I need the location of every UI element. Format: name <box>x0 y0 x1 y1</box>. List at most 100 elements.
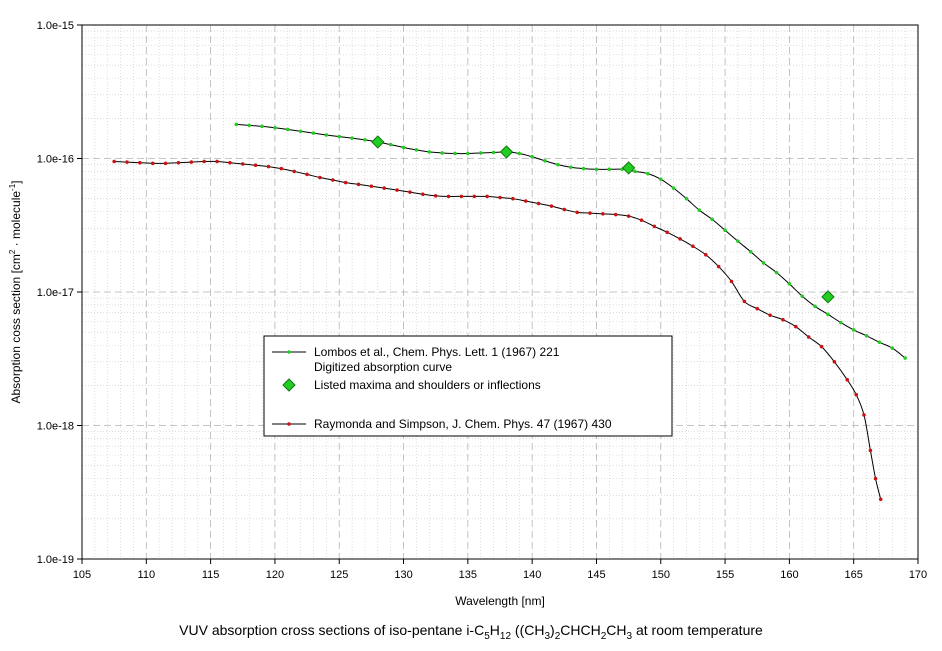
data-point <box>652 224 657 229</box>
data-point <box>491 150 496 155</box>
legend-sublabel-lombos: Digitized absorption curve <box>314 360 452 374</box>
data-point <box>697 208 702 213</box>
legend-label-lombos: Lombos et al., Chem. Phys. Lett. 1 (1967… <box>314 345 560 359</box>
data-point <box>485 194 489 199</box>
data-point <box>247 123 252 128</box>
data-point <box>536 201 541 206</box>
legend-marker-raymonda <box>287 422 291 426</box>
legend-marker-lombos <box>287 350 291 354</box>
data-point <box>478 151 483 155</box>
data-point <box>388 142 393 147</box>
data-point <box>890 346 895 350</box>
data-point <box>806 335 811 339</box>
data-point <box>813 304 817 309</box>
data-point <box>343 180 348 185</box>
data-point <box>253 163 258 168</box>
data-point <box>607 167 612 172</box>
data-point <box>530 154 535 159</box>
data-point <box>854 392 859 397</box>
data-point <box>285 127 290 132</box>
data-point <box>240 162 245 166</box>
data-point <box>305 172 309 177</box>
x-axis: 105 110 115 120 125 130 135 140 145 150 155 160 165 1… <box>73 559 927 581</box>
data-point <box>498 195 502 200</box>
data-point <box>330 178 335 182</box>
data-point <box>716 264 721 269</box>
data-point <box>453 151 457 156</box>
data-point <box>729 279 734 284</box>
x-axis-label: Wavelength [nm] <box>455 594 545 608</box>
data-point <box>703 252 708 257</box>
x-tick-label: 105 <box>73 569 91 581</box>
data-point <box>594 167 599 172</box>
data-point <box>202 159 207 164</box>
data-point <box>363 137 367 142</box>
data-point <box>279 166 284 171</box>
data-point <box>459 194 464 199</box>
data-point <box>311 131 316 135</box>
x-tick-label: 125 <box>330 569 348 581</box>
data-point <box>678 237 682 241</box>
data-point <box>581 166 586 171</box>
data-point <box>427 150 432 154</box>
data-point <box>420 192 425 197</box>
maxima-point <box>371 135 385 149</box>
data-point <box>176 160 181 165</box>
x-tick-label: 120 <box>266 569 284 581</box>
data-point <box>774 270 779 275</box>
data-point <box>138 160 142 165</box>
data-point <box>633 169 637 174</box>
data-point <box>446 194 451 199</box>
data-point <box>575 210 580 215</box>
y-tick-label: 1.0e-16 <box>37 154 74 166</box>
x-tick-label: 155 <box>716 569 734 581</box>
data-point <box>266 164 271 169</box>
x-tick-label: 140 <box>523 569 541 581</box>
data-point <box>665 230 670 235</box>
data-point <box>369 184 374 189</box>
x-tick-label: 165 <box>845 569 863 581</box>
data-point <box>543 159 547 163</box>
data-point <box>337 134 342 139</box>
data-point <box>408 190 412 194</box>
data-point <box>382 186 387 190</box>
data-point <box>517 151 522 156</box>
data-point <box>710 217 715 222</box>
data-point <box>671 186 676 190</box>
data-point <box>755 306 760 311</box>
data-point <box>868 448 873 453</box>
data-point <box>273 125 277 130</box>
data-point <box>260 124 264 129</box>
y-tick-label: 1.0e-17 <box>37 287 74 299</box>
legend-label-maxima: Listed maxima and shoulders or inflectio… <box>314 378 541 392</box>
x-tick-label: 150 <box>652 569 670 581</box>
data-point <box>723 228 727 233</box>
series-2 <box>112 159 883 502</box>
data-point <box>838 320 843 325</box>
data-point <box>851 328 856 332</box>
data-point <box>626 214 631 218</box>
y-axis: 1.0e-19 1.0e-18 1.0e-17 1.0e-16 1.0e-15 <box>37 20 82 566</box>
data-point <box>878 497 883 502</box>
x-tick-label: 170 <box>909 569 927 581</box>
data-point <box>562 207 567 212</box>
data-point <box>601 211 605 216</box>
data-point <box>401 145 406 150</box>
data-point <box>742 299 747 304</box>
data-point <box>873 476 878 481</box>
maxima-point <box>499 145 514 159</box>
legend: Lombos et al., Chem. Phys. Lett. 1 (1967… <box>263 335 673 437</box>
y-tick-label: 1.0e-15 <box>37 20 74 32</box>
data-point <box>613 212 618 217</box>
data-point <box>736 239 740 244</box>
data-point <box>793 324 798 329</box>
maxima-point <box>621 161 636 175</box>
y-axis-label: Absorption coss section [cm2 · molecule-… <box>8 180 23 403</box>
data-point <box>768 313 772 318</box>
data-point <box>465 151 470 156</box>
data-point <box>125 160 129 164</box>
data-point <box>112 159 117 164</box>
data-point <box>215 159 219 164</box>
data-point <box>163 161 168 166</box>
